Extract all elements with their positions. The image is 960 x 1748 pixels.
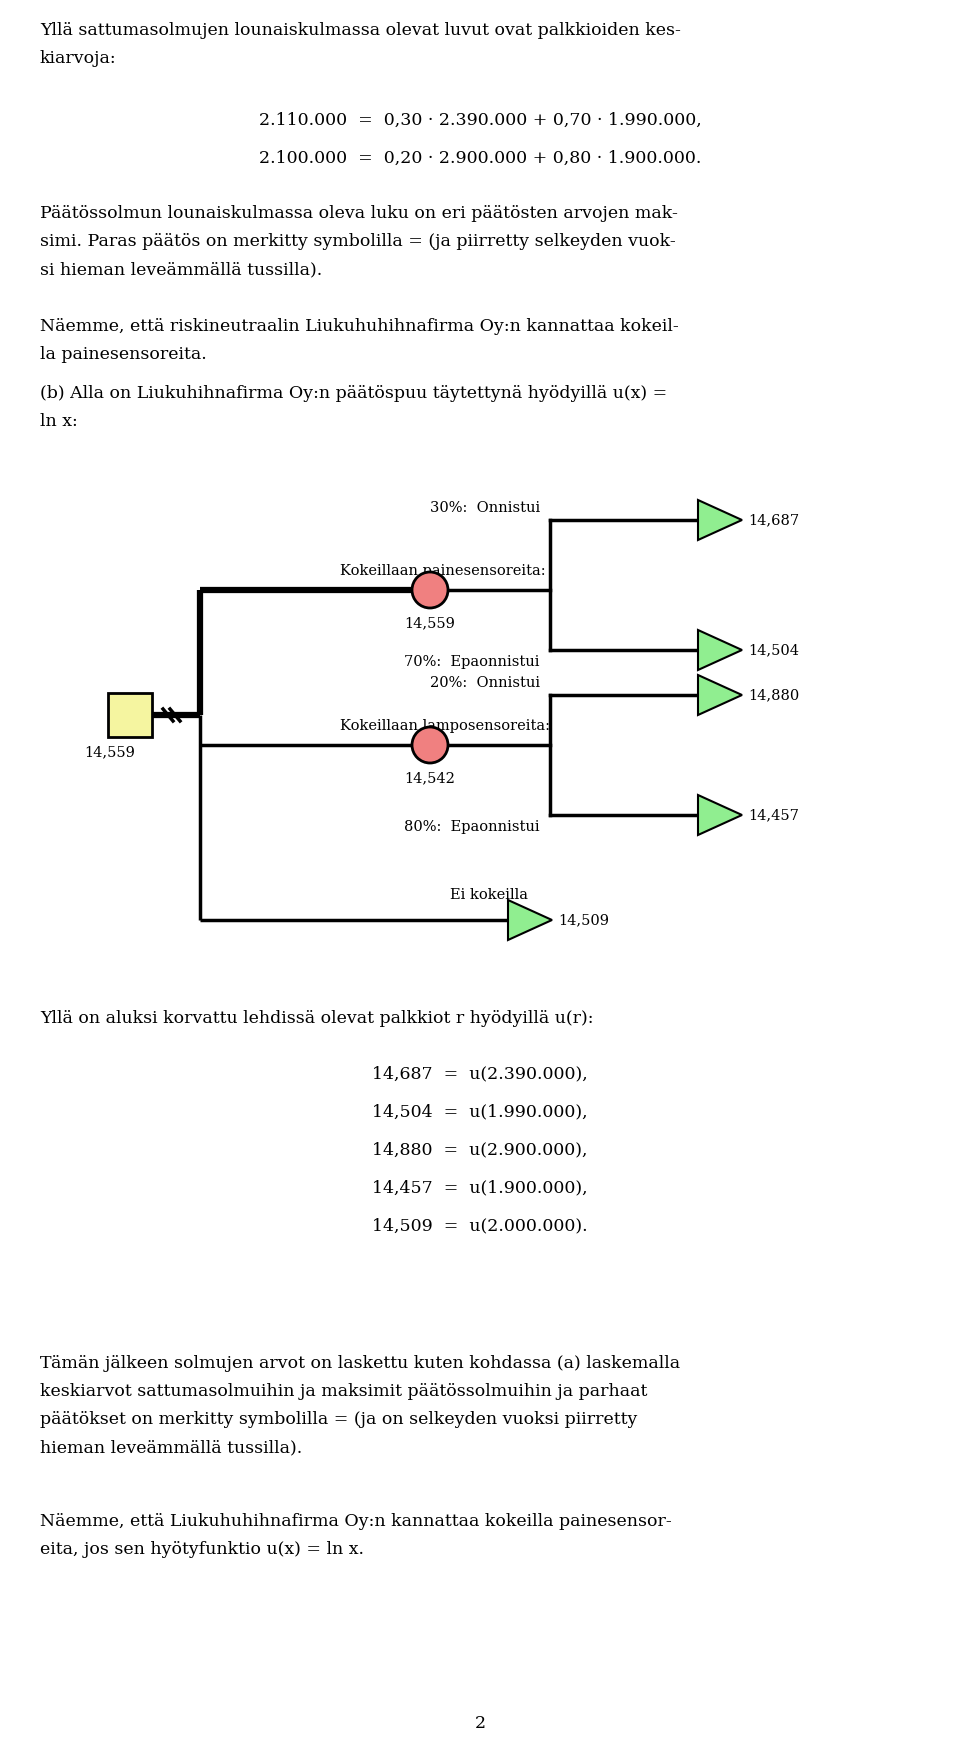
- FancyBboxPatch shape: [108, 692, 152, 738]
- Text: 14,687  =  u(2.390.000),: 14,687 = u(2.390.000),: [372, 1065, 588, 1082]
- Text: 14,504  =  u(1.990.000),: 14,504 = u(1.990.000),: [372, 1103, 588, 1120]
- Text: ln x:: ln x:: [40, 413, 78, 430]
- Circle shape: [412, 727, 448, 762]
- Text: si hieman leveämmällä tussilla).: si hieman leveämmällä tussilla).: [40, 260, 323, 278]
- Text: Yllä sattumasolmujen lounaiskulmassa olevat luvut ovat palkkioiden kes-: Yllä sattumasolmujen lounaiskulmassa ole…: [40, 23, 681, 38]
- Text: Päätössolmun lounaiskulmassa oleva luku on eri päätösten arvojen mak-: Päätössolmun lounaiskulmassa oleva luku …: [40, 205, 678, 222]
- Text: kiarvoja:: kiarvoja:: [40, 51, 116, 66]
- Text: 14,880: 14,880: [748, 689, 800, 703]
- Text: eita, jos sen hyötyfunktio u(x) = ln x.: eita, jos sen hyötyfunktio u(x) = ln x.: [40, 1542, 364, 1557]
- Polygon shape: [698, 629, 742, 669]
- Text: hieman leveämmällä tussilla).: hieman leveämmällä tussilla).: [40, 1439, 302, 1456]
- Polygon shape: [698, 675, 742, 715]
- Text: 2: 2: [474, 1715, 486, 1732]
- Text: (b) Alla on Liukuhihnafirma Oy:n päätöspuu täytettynä hyödyillä u(x) =: (b) Alla on Liukuhihnafirma Oy:n päätösp…: [40, 385, 667, 402]
- Text: keskiarvot sattumasolmuihin ja maksimit päätössolmuihin ja parhaat: keskiarvot sattumasolmuihin ja maksimit …: [40, 1383, 647, 1400]
- Polygon shape: [698, 500, 742, 540]
- Polygon shape: [508, 900, 552, 940]
- Text: 14,542: 14,542: [404, 771, 455, 785]
- Text: 14,457: 14,457: [748, 808, 799, 822]
- Text: simi. Paras päätös on merkitty symbolilla = (ja piirretty selkeyden vuok-: simi. Paras päätös on merkitty symbolill…: [40, 232, 676, 250]
- Text: 14,559: 14,559: [404, 615, 455, 629]
- Text: päätökset on merkitty symbolilla = (ja on selkeyden vuoksi piirretty: päätökset on merkitty symbolilla = (ja o…: [40, 1411, 637, 1428]
- Text: Yllä on aluksi korvattu lehdissä olevat palkkiot r hyödyillä u(r):: Yllä on aluksi korvattu lehdissä olevat …: [40, 1010, 593, 1028]
- Text: la painesensoreita.: la painesensoreita.: [40, 346, 206, 364]
- Circle shape: [412, 572, 448, 608]
- Text: Näemme, että Liukuhuhihnafirma Oy:n kannattaa kokeilla painesensor-: Näemme, että Liukuhuhihnafirma Oy:n kann…: [40, 1514, 672, 1530]
- Text: 14,504: 14,504: [748, 643, 799, 657]
- Text: 14,880  =  u(2.900.000),: 14,880 = u(2.900.000),: [372, 1141, 588, 1157]
- Text: Kokeillaan painesensoreita:: Kokeillaan painesensoreita:: [340, 565, 545, 579]
- Text: Näemme, että riskineutraalin Liukuhuhihnafirma Oy:n kannattaa kokeil-: Näemme, että riskineutraalin Liukuhuhihn…: [40, 318, 679, 336]
- Polygon shape: [698, 795, 742, 836]
- Text: 80%:  Epaonnistui: 80%: Epaonnistui: [404, 820, 540, 834]
- Text: 14,509  =  u(2.000.000).: 14,509 = u(2.000.000).: [372, 1217, 588, 1234]
- Text: 2.100.000  =  0,20 · 2.900.000 + 0,80 · 1.900.000.: 2.100.000 = 0,20 · 2.900.000 + 0,80 · 1.…: [259, 150, 701, 168]
- Text: Ei kokeilla: Ei kokeilla: [450, 888, 528, 902]
- Text: 14,457  =  u(1.900.000),: 14,457 = u(1.900.000),: [372, 1178, 588, 1196]
- Text: Tämän jälkeen solmujen arvot on laskettu kuten kohdassa (a) laskemalla: Tämän jälkeen solmujen arvot on laskettu…: [40, 1355, 680, 1372]
- Text: 2.110.000  =  0,30 · 2.390.000 + 0,70 · 1.990.000,: 2.110.000 = 0,30 · 2.390.000 + 0,70 · 1.…: [258, 112, 702, 129]
- Text: 70%:  Epaonnistui: 70%: Epaonnistui: [404, 656, 540, 669]
- Text: 14,509: 14,509: [558, 912, 609, 926]
- Text: 20%:  Onnistui: 20%: Onnistui: [430, 676, 540, 690]
- Text: 14,559: 14,559: [84, 745, 135, 759]
- Text: 14,687: 14,687: [748, 512, 799, 526]
- Text: 30%:  Onnistui: 30%: Onnistui: [430, 502, 540, 516]
- Text: Kokeillaan lamposensoreita:: Kokeillaan lamposensoreita:: [340, 718, 550, 732]
